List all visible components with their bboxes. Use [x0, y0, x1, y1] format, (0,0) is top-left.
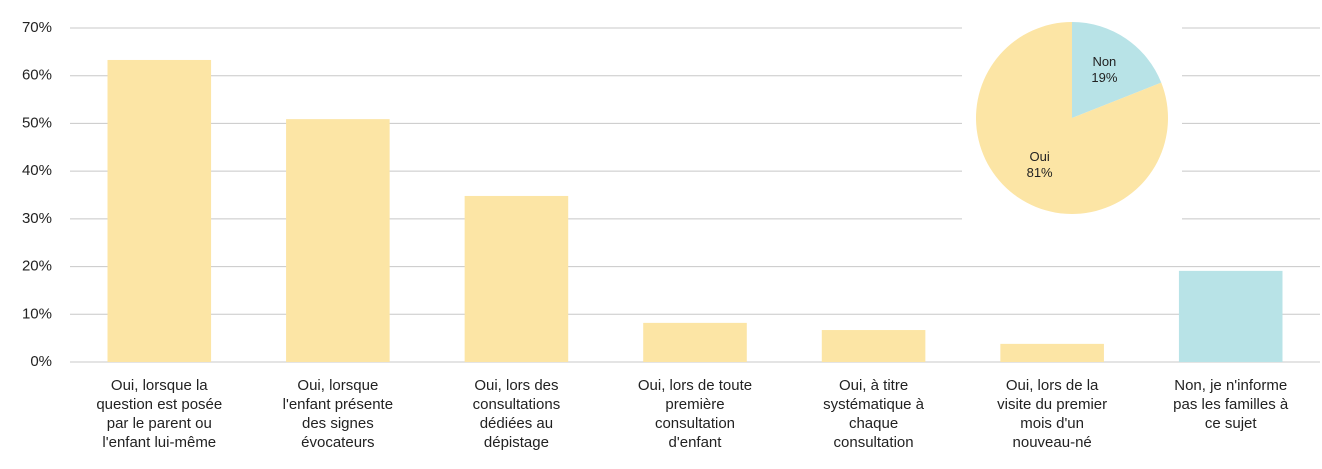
x-tick-label-line: visite du premier: [997, 396, 1107, 413]
bar: [821, 330, 926, 362]
x-tick-label-line: l'enfant présente: [283, 396, 393, 413]
pie-value-label: 19%: [1091, 70, 1117, 85]
x-tick-label-line: Oui, lors de la: [1006, 377, 1099, 394]
x-tick-label: Oui, lorsque l'enfant présente des signes é…: [283, 377, 393, 451]
x-tick-label: Oui, à titre systématique à chaque consulta…: [823, 377, 925, 451]
x-tick-label: Non, je n'informe pas les familles à ce su…: [1173, 377, 1289, 432]
x-tick-label-line: nouveau-né: [1013, 434, 1092, 451]
y-tick-label: 10%: [22, 305, 52, 322]
bar: [464, 195, 569, 362]
x-tick-label-line: évocateurs: [301, 434, 374, 451]
y-tick-label: 40%: [22, 162, 52, 179]
x-tick-label-line: consultation: [655, 415, 735, 432]
x-tick-label: Oui, lors de toute première consultation d'…: [638, 377, 752, 451]
pie-value-label: 81%: [1027, 165, 1053, 180]
bar: [1000, 343, 1104, 362]
x-tick-label-line: consultations: [473, 396, 561, 413]
x-tick-label-line: par le parent ou: [107, 415, 212, 432]
y-tick-label: 70%: [22, 19, 52, 36]
bar: [643, 322, 747, 362]
x-tick-label: Oui, lors de la visite du premier mois d'u…: [997, 377, 1107, 451]
y-tick-label: 30%: [22, 210, 52, 227]
x-tick-label-line: ce sujet: [1205, 415, 1258, 432]
bar: [1178, 270, 1283, 362]
x-tick-label-line: Oui, lorsque: [297, 377, 378, 394]
x-tick-label-line: Oui, lors de toute: [638, 377, 752, 394]
pie-label: Non: [1092, 54, 1116, 69]
x-tick-label-line: d'enfant: [669, 434, 723, 451]
x-tick-label-line: Oui, à titre: [839, 377, 908, 394]
x-tick-label-line: dépistage: [484, 434, 549, 451]
x-tick-label-line: consultation: [834, 434, 914, 451]
bar: [286, 119, 390, 363]
y-tick-label: 60%: [22, 67, 52, 84]
x-tick-label-line: l'enfant lui-même: [102, 434, 216, 451]
x-tick-label-line: dédiées au: [480, 415, 553, 432]
x-tick-label-line: des signes: [302, 415, 374, 432]
pie-slice: [1072, 22, 1162, 118]
x-tick-label-line: pas les familles à: [1173, 396, 1289, 413]
y-tick-label: 0%: [30, 353, 52, 370]
pie-label: Oui: [1030, 149, 1050, 164]
y-tick-label: 20%: [22, 258, 52, 275]
x-tick-label-line: question est posée: [96, 396, 222, 413]
x-tick-label-line: chaque: [849, 415, 898, 432]
x-tick-label: Oui, lorsque la question est posée par le …: [96, 377, 222, 451]
y-tick-label: 50%: [22, 114, 52, 131]
x-tick-label-line: Oui, lorsque la: [111, 377, 208, 394]
x-tick-label-line: Non, je n'informe: [1174, 377, 1287, 394]
x-tick-label-line: Oui, lors des: [474, 377, 558, 394]
x-tick-label-line: systématique à: [823, 396, 925, 413]
x-tick-label-line: première: [665, 396, 724, 413]
pie-slice: [975, 22, 1169, 214]
x-tick-label-line: mois d'un: [1020, 415, 1084, 432]
bar: [107, 59, 212, 363]
x-tick-label: Oui, lors des consultations dédiées au dépi…: [473, 377, 561, 451]
